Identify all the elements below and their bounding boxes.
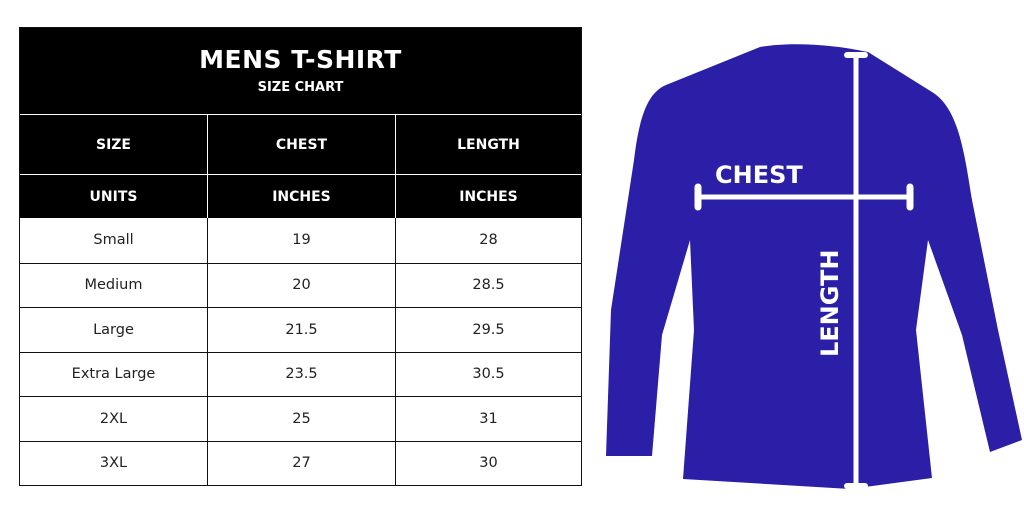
- length-cell: 30.5: [472, 366, 505, 383]
- chest-cell: 21.5: [208, 308, 396, 352]
- length-label: LENGTH: [816, 249, 844, 357]
- table-row: Small 19 28: [20, 218, 581, 263]
- table-row: 2XL 25 31: [20, 396, 581, 441]
- chest-cell: 19: [208, 218, 396, 263]
- length-cell: 28: [479, 232, 498, 249]
- chest-cell: 27: [208, 441, 396, 485]
- table-row: Large 21.5 29.5: [20, 307, 581, 352]
- table-row: 3XL 27 30: [20, 440, 581, 485]
- size-cell: 2XL: [20, 397, 208, 441]
- table-row: Medium 20 28.5: [20, 262, 581, 307]
- size-cell: Medium: [20, 263, 208, 307]
- tshirt-illustration: [606, 44, 1022, 489]
- chest-cell: 23.5: [208, 352, 396, 396]
- chart-subtitle: SIZE CHART: [257, 80, 344, 95]
- header-size: SIZE: [20, 115, 208, 174]
- length-cell: 29.5: [472, 321, 505, 338]
- size-chart-table: MENS T-SHIRT SIZE CHART SIZE CHEST LENGT…: [19, 27, 582, 486]
- size-cell: Large: [20, 308, 208, 352]
- chart-title: MENS T-SHIRT: [199, 45, 402, 74]
- units-length: INCHES: [459, 188, 518, 205]
- length-cell: 31: [479, 410, 498, 427]
- size-cell: 3XL: [20, 441, 208, 485]
- table-body: Small 19 28 Medium 20 28.5 Large 21.5 29…: [20, 218, 581, 485]
- units-label: UNITS: [20, 175, 208, 218]
- title-block: MENS T-SHIRT SIZE CHART: [20, 28, 581, 115]
- chest-cell: 25: [208, 397, 396, 441]
- chest-label: CHEST: [715, 161, 803, 189]
- table-row: Extra Large 23.5 30.5: [20, 351, 581, 396]
- units-row: UNITS INCHES INCHES: [20, 175, 581, 218]
- measurement-lines: [694, 52, 914, 489]
- chest-cell: 20: [208, 263, 396, 307]
- header-row: SIZE CHEST LENGTH: [20, 115, 581, 175]
- size-cell: Small: [20, 218, 208, 263]
- units-chest: INCHES: [208, 175, 396, 218]
- header-length: LENGTH: [457, 136, 520, 153]
- length-cell: 30: [479, 455, 498, 472]
- length-cell: 28.5: [472, 277, 505, 294]
- size-cell: Extra Large: [20, 352, 208, 396]
- header-chest: CHEST: [208, 115, 396, 174]
